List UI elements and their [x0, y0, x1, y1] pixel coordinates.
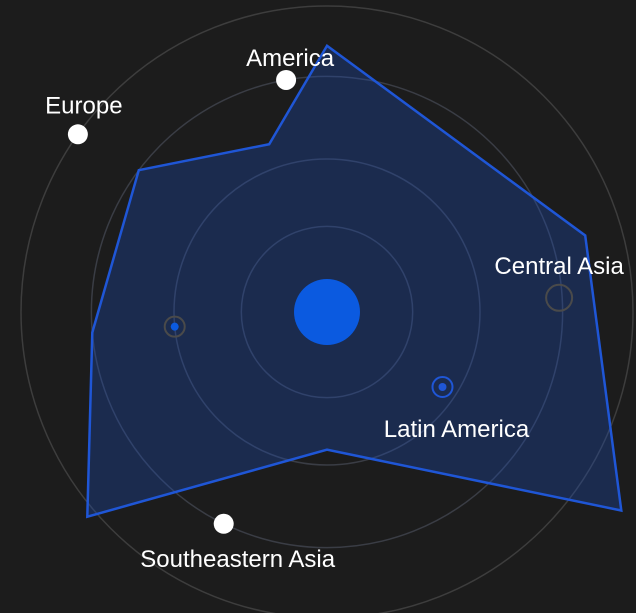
label-latin-america: Latin America	[384, 416, 530, 443]
bubble-europe	[67, 124, 88, 145]
series-layer	[86, 43, 623, 519]
bubble-southeastern-asia	[213, 513, 234, 534]
label-southeastern-asia: Southeastern Asia	[140, 546, 335, 573]
bubble-point-4	[170, 322, 179, 331]
bubble-latin-america	[438, 382, 447, 391]
ring-1	[173, 158, 481, 466]
bubble-latin-america-ring	[431, 375, 454, 398]
bubbles-layer	[67, 69, 574, 534]
bubble-central-asia	[545, 283, 574, 312]
label-central-asia: Central Asia	[494, 253, 624, 280]
bubble-america	[276, 69, 297, 90]
series-polygon-0	[86, 43, 623, 519]
labels-layer: America Central Asia Latin America Southeas…	[45, 45, 624, 573]
ring-3	[20, 5, 634, 613]
rings-layer	[20, 5, 634, 613]
ring-2	[90, 75, 564, 549]
label-europe: Europe	[45, 92, 122, 119]
ring-0	[240, 225, 414, 399]
center-bubble	[294, 279, 360, 345]
label-america: America	[246, 45, 335, 72]
bubble-point-4-ring	[163, 315, 186, 338]
